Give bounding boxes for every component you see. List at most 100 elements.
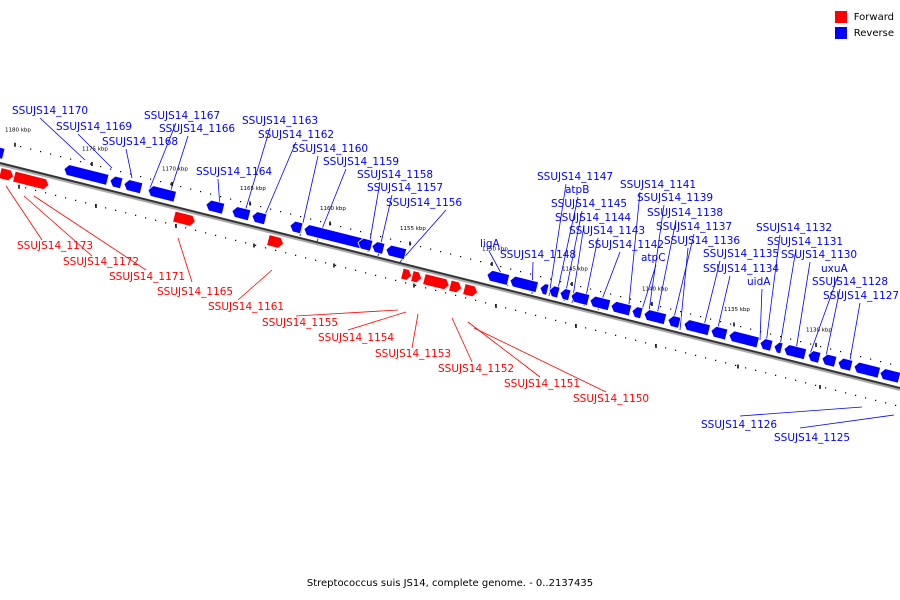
tick-dot [475, 299, 477, 301]
tick-dot [405, 282, 407, 284]
tick-dot [710, 318, 712, 320]
leader-line [451, 317, 473, 363]
forward-gene [448, 279, 463, 294]
tick-dot [145, 217, 147, 219]
tick-dot [640, 301, 642, 303]
gene-label: SSUJS14_1166 [159, 123, 235, 135]
tick-dot [685, 352, 687, 354]
tick-dot [200, 191, 202, 193]
tick-dot [450, 253, 452, 255]
tick-dot [140, 176, 142, 178]
reverse-gene [205, 199, 226, 215]
tick-dot [820, 346, 822, 348]
tick-dot [570, 283, 572, 285]
reverse-gene [559, 288, 572, 302]
leader-line [555, 196, 579, 299]
tick-dot [870, 358, 872, 360]
tick-dot [365, 272, 367, 274]
tick-dot [285, 252, 287, 254]
tick-dot [65, 197, 67, 199]
tick-dot [645, 342, 647, 344]
forward-gene [462, 283, 479, 298]
gene-label: SSUJS14_1151 [504, 378, 580, 390]
tick-dot [80, 161, 82, 163]
tick-dot [780, 336, 782, 338]
reverse-gene [631, 306, 644, 320]
tick-dot [270, 208, 272, 210]
leader-line [655, 219, 677, 321]
gene-label: SSUJS14_1147 [537, 171, 613, 183]
tick-dot [185, 227, 187, 229]
tick-dot [535, 314, 537, 316]
tick-dot [420, 246, 422, 248]
gene-label: SSUJS14_1157 [367, 182, 443, 194]
gene-label: SSUJS14_1173 [17, 240, 93, 252]
tick-dot [895, 404, 897, 406]
tick-dot [510, 268, 512, 270]
tick-dot [340, 226, 342, 228]
backbone-shadow [0, 163, 900, 391]
reverse-gene [589, 295, 612, 312]
gene-label: SSUJS14_1154 [318, 332, 394, 344]
tick-dot [220, 196, 222, 198]
forward-gene [266, 234, 285, 249]
reverse-gene [509, 275, 539, 294]
tick-dot [540, 276, 542, 278]
gene-label: SSUJS14_1137 [656, 221, 732, 233]
gene-label: SSUJS14_1167 [144, 110, 220, 122]
tick-dot [740, 326, 742, 328]
tick-dot [815, 384, 817, 386]
tick-dot [430, 248, 432, 250]
gene-label: SSUJS14_1159 [323, 156, 399, 168]
gene-label: SSUJS14_1139 [637, 192, 713, 204]
tick-dot [390, 238, 392, 240]
reverse-gene [539, 283, 550, 296]
tick-dot [260, 206, 262, 208]
leader-line [237, 269, 273, 301]
tick-dot [325, 262, 327, 264]
leader-line [639, 264, 657, 317]
leader-line [759, 288, 763, 341]
tick-dot [225, 237, 227, 239]
tick-dot [800, 341, 802, 343]
gene-label: SSUJS14_1144 [555, 212, 631, 224]
tick-dot [55, 194, 57, 196]
tick-dot [675, 349, 677, 351]
forward-gene [172, 210, 196, 227]
tick-dot [880, 361, 882, 363]
reverse-gene [147, 185, 177, 203]
tick-dot [695, 354, 697, 356]
reverse-gene [853, 361, 882, 379]
leader-line [23, 195, 93, 257]
tick-label: 1165 kbp [240, 186, 266, 192]
tick-dot [275, 249, 277, 251]
tick-dot [680, 311, 682, 313]
reverse-gene [303, 224, 365, 250]
leader-line [647, 204, 665, 319]
forward-gene [12, 170, 50, 191]
tick-dot [490, 263, 492, 265]
tick-dot [245, 242, 247, 244]
genome-backbone [0, 162, 900, 391]
leader-line [809, 275, 839, 355]
tick-dot [890, 363, 892, 365]
tick-dot [835, 389, 837, 391]
gene-label: SSUJS14_1125 [774, 432, 850, 444]
gene-label: SSUJS14_1135 [703, 248, 779, 260]
gene-label: SSUJS14_1164 [196, 166, 272, 178]
tick-dot [155, 219, 157, 221]
reverse-gene [289, 220, 304, 235]
scale-ticks: 1180 kbp 1175 kbp 1170 kbp 1165 kbp 1160 kbp… [5, 127, 832, 389]
leader-line [473, 327, 607, 393]
tick-dot [755, 369, 757, 371]
gene-label: SSUJS14_1171 [109, 271, 185, 283]
tick-dot [580, 286, 582, 288]
tick-dot [100, 166, 102, 168]
tick-dot [355, 269, 357, 271]
tick-dot [620, 296, 622, 298]
tick-dot [840, 351, 842, 353]
forward-gene [410, 270, 423, 284]
tick-dot [590, 288, 592, 290]
tick-dot [455, 294, 457, 296]
